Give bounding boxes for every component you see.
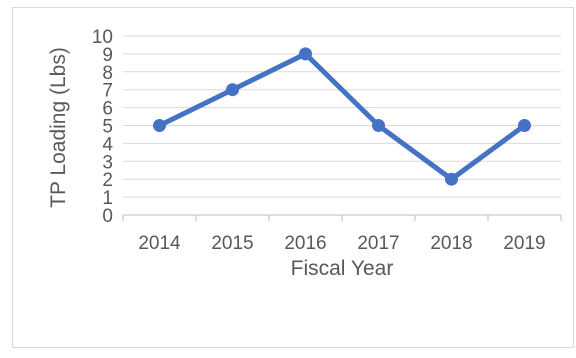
x-tick-label: 2018 — [430, 233, 472, 254]
axes — [122, 214, 562, 221]
chart-frame: 0 1 2 3 4 5 6 7 8 9 10 2014 2015 2016 2017 2018 2019 Fi… — [12, 7, 574, 348]
y-tick-label: 9 — [102, 45, 113, 66]
x-tick-label: 2014 — [138, 233, 181, 254]
y-tick-label: 0 — [102, 206, 113, 227]
data-point — [445, 172, 458, 186]
y-tick-label: 7 — [102, 81, 113, 102]
series-layer — [153, 47, 531, 186]
x-tick-labels: 2014 2015 2016 2017 2018 2019 — [138, 233, 545, 254]
y-tick-label: 2 — [102, 170, 113, 191]
y-axis-title: TP Loading (Lbs) — [47, 47, 70, 208]
data-point — [518, 119, 531, 132]
x-tick-label: 2016 — [284, 233, 326, 254]
gridlines — [123, 35, 561, 198]
x-axis-title: Fiscal Year — [291, 257, 394, 280]
y-tick-label: 1 — [102, 188, 113, 209]
y-tick-label: 4 — [102, 134, 113, 155]
x-tick-label: 2017 — [357, 233, 399, 254]
y-tick-label: 8 — [102, 63, 113, 84]
data-point — [372, 119, 385, 132]
series-line — [157, 51, 527, 182]
x-tick-label: 2019 — [503, 233, 545, 254]
y-tick-label: 3 — [102, 152, 113, 173]
y-tick-label: 5 — [102, 117, 113, 138]
data-point — [153, 119, 166, 132]
data-point — [226, 83, 239, 97]
y-tick-label: 10 — [92, 27, 113, 48]
x-tick-label: 2015 — [211, 233, 253, 254]
data-point — [299, 47, 312, 61]
y-tick-label: 6 — [102, 99, 113, 120]
